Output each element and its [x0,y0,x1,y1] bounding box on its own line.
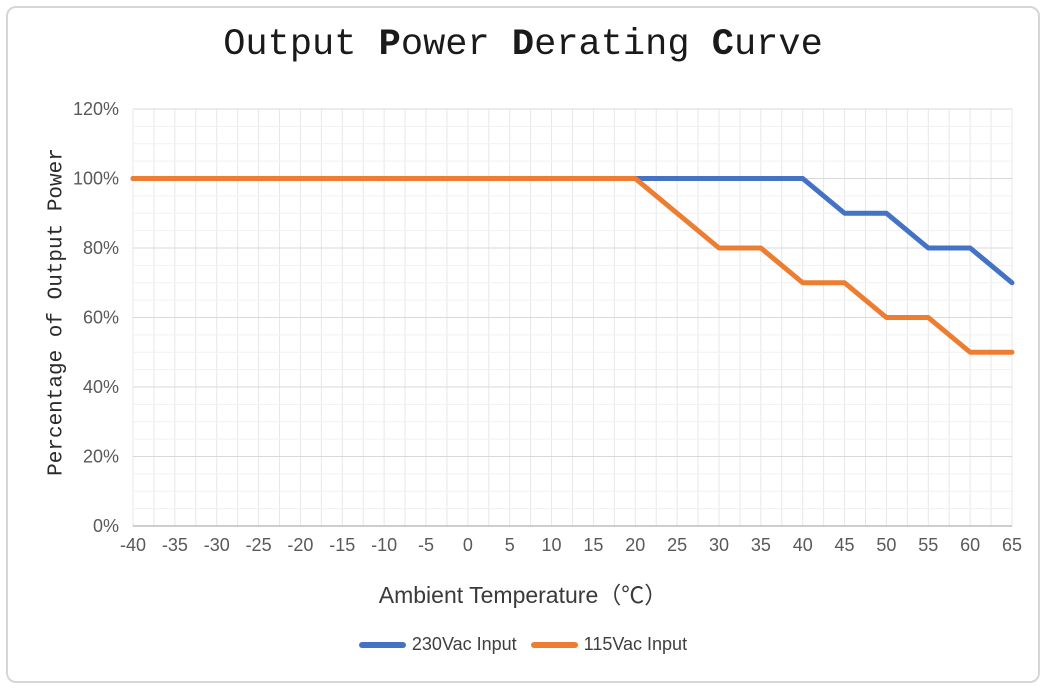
x-tick-label: -20 [287,535,313,555]
x-tick-label: 40 [793,535,813,555]
x-tick-label: 10 [542,535,562,555]
x-tick-label: -30 [204,535,230,555]
chart-title-segment: Output [223,24,379,66]
x-tick-label: -25 [246,535,272,555]
chart-title-segment: urve [733,24,823,66]
x-tick-label: 35 [751,535,771,555]
x-tick-label: 50 [876,535,896,555]
chart-title-segment: C [711,24,734,66]
x-tick-label: -35 [162,535,188,555]
y-tick-label: 20% [83,447,119,467]
legend-label: 115Vac Input [583,634,688,654]
x-tick-label: 5 [505,535,515,555]
x-tick-label: 60 [960,535,980,555]
legend-item-230vac-input: 230Vac Input [358,634,517,655]
y-tick-label: 120% [73,99,119,119]
x-tick-label: 30 [709,535,729,555]
y-tick-label: 40% [83,377,119,397]
x-tick-label: 25 [667,535,687,555]
x-tick-label: -5 [418,535,434,555]
x-tick-label: 15 [583,535,603,555]
x-tick-label: -10 [371,535,397,555]
chart-title: Output Power Derating Curve [0,24,1046,66]
x-tick-label: 55 [918,535,938,555]
x-tick-label: -15 [329,535,355,555]
y-tick-label: 0% [93,516,119,536]
x-tick-label: 0 [463,535,473,555]
y-tick-label: 80% [83,238,119,258]
legend: 230Vac Input 115Vac Input [0,634,1046,655]
legend-label: 230Vac Input [411,634,517,654]
y-tick-label: 60% [83,308,119,328]
legend-item-115vac-input: 115Vac Input [530,634,688,655]
x-tick-label: -40 [120,535,146,555]
y-tick-label: 100% [73,169,119,189]
x-tick-label: 20 [625,535,645,555]
legend-swatch [530,641,578,648]
chart-title-segment: P [378,24,401,66]
x-tick-label: 45 [835,535,855,555]
chart-title-segment: D [511,24,535,66]
legend-swatch [358,641,406,648]
series-line-115vac-input [130,176,1015,355]
x-axis-title: Ambient Temperature（℃） [378,582,668,608]
chart-title-segment: erating [534,24,712,66]
x-tick-label: 65 [1002,535,1022,555]
chart-title-segment: ower [400,24,512,66]
